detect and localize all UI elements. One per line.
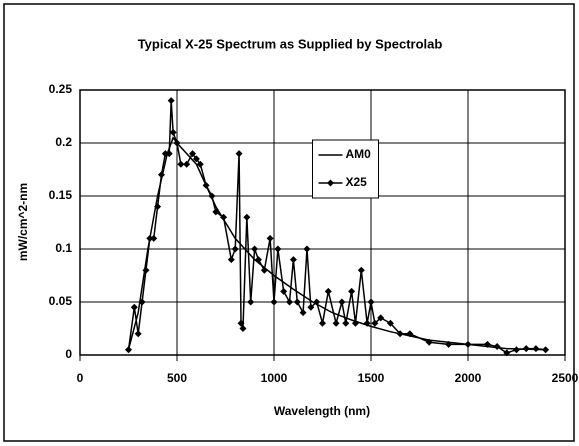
series-marker (142, 266, 150, 274)
series-marker (134, 330, 142, 338)
series-marker (150, 234, 158, 242)
x-tick-label: 0 (77, 371, 84, 385)
series-marker (289, 256, 297, 264)
series-marker (307, 303, 315, 311)
series-marker (270, 298, 278, 306)
series-marker (299, 309, 307, 317)
series-marker (542, 346, 550, 354)
x-tick-label: 1500 (358, 371, 385, 385)
legend-label: X25 (346, 175, 368, 189)
series-marker (167, 97, 175, 105)
x-tick-label: 2000 (455, 371, 482, 385)
series-marker (183, 160, 191, 168)
x-axis-label: Wavelength (nm) (274, 404, 370, 418)
series-marker (173, 139, 181, 147)
plot-area (79, 89, 566, 356)
series-marker (146, 234, 154, 242)
series-marker (235, 150, 243, 158)
series-marker (157, 171, 165, 179)
series-marker (189, 150, 197, 158)
series-marker (303, 245, 311, 253)
series-marker (237, 319, 245, 327)
series-marker (196, 160, 204, 168)
chart-frame (3, 3, 575, 442)
x-tick-label: 2500 (552, 371, 579, 385)
legend-label: AM0 (346, 147, 372, 161)
series-marker (332, 319, 340, 327)
series-marker (386, 319, 394, 327)
series-marker (367, 298, 375, 306)
series-marker (513, 346, 520, 354)
series-marker (220, 213, 228, 221)
series-marker (406, 330, 414, 338)
series-marker (260, 266, 268, 274)
series-marker (192, 155, 200, 163)
series-marker (247, 298, 255, 306)
series-marker (377, 314, 385, 322)
x-tick-label: 1000 (261, 371, 288, 385)
series-marker (493, 343, 501, 351)
series-marker (351, 319, 359, 327)
x-tick-label: 500 (167, 371, 187, 385)
series-marker (251, 245, 259, 253)
series-marker (227, 256, 235, 264)
series-marker (266, 234, 274, 242)
series-marker (532, 345, 540, 353)
series-marker (274, 245, 282, 253)
legend-marker (327, 179, 334, 187)
series-marker (138, 298, 146, 306)
series-marker (293, 298, 301, 306)
series-marker (165, 150, 173, 158)
series-marker (338, 298, 346, 306)
legend-box (312, 139, 379, 199)
series-marker (280, 287, 288, 295)
series-marker (243, 213, 251, 221)
series-marker (208, 192, 216, 200)
series-marker (503, 349, 511, 357)
y-tick-label: 0.05 (49, 294, 73, 308)
series-marker (130, 303, 138, 311)
series-marker (177, 160, 185, 168)
series-marker (319, 319, 326, 327)
y-tick-label: 0 (65, 347, 72, 361)
series-marker (425, 338, 433, 346)
series-marker (445, 340, 453, 348)
y-tick-label: 0.1 (55, 241, 72, 255)
series-marker (161, 150, 169, 158)
series-marker (363, 319, 371, 327)
series-line (127, 136, 546, 351)
series-marker (483, 340, 491, 348)
series-marker (231, 245, 239, 253)
series-marker (396, 330, 404, 338)
y-tick-label: 0.2 (55, 135, 72, 149)
series-marker (212, 208, 220, 216)
y-tick-label: 0.25 (49, 82, 73, 96)
series-marker (313, 298, 321, 306)
y-tick-label: 0.15 (49, 188, 73, 202)
series-marker (169, 128, 177, 136)
series-marker (522, 345, 530, 353)
series-marker (239, 325, 247, 332)
series-marker (125, 346, 132, 354)
series-marker (154, 203, 162, 211)
y-axis-label: mW/cm^2-nm (16, 183, 30, 261)
series-marker (357, 266, 365, 274)
series-marker (348, 287, 356, 295)
series-marker (254, 256, 262, 264)
series-marker (342, 319, 350, 327)
chart-title: Typical X-25 Spectrum as Supplied by Spe… (138, 36, 443, 51)
series-marker (324, 287, 332, 295)
series-marker (202, 181, 210, 189)
series-marker (371, 319, 379, 327)
series-marker (286, 298, 294, 306)
series-marker (464, 340, 472, 348)
